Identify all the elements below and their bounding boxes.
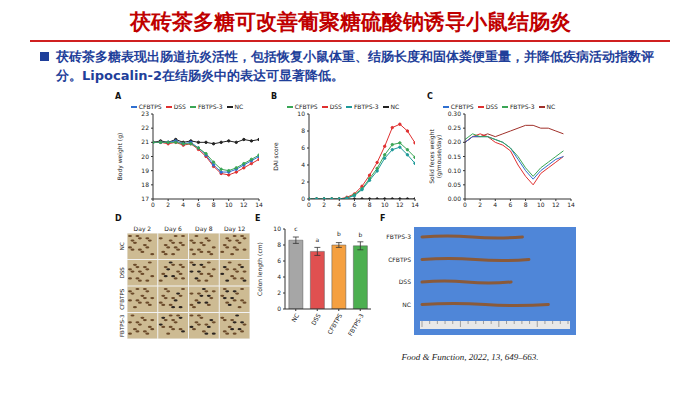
svg-text:4: 4 xyxy=(181,201,185,208)
html-text:DSS: DSS xyxy=(173,103,186,110)
svg-text:6: 6 xyxy=(197,201,201,208)
html-text:CFBTPS: CFBTPS xyxy=(294,103,318,110)
svg-text:Day 2: Day 2 xyxy=(134,225,152,233)
svg-text:12: 12 xyxy=(396,201,404,208)
svg-text:0.10: 0.10 xyxy=(448,167,462,174)
svg-text:14: 14 xyxy=(255,201,263,208)
html-text:茯砖茶多糖表现出肠道抗炎活性，包括恢复小鼠体重、结肠长度和固: 茯砖茶多糖表现出肠道抗炎活性，包括恢复小鼠体重、结肠长度和固体粪便重量，并降低疾… xyxy=(56,49,654,83)
html-text:D: D xyxy=(115,214,122,223)
svg-text:0: 0 xyxy=(307,201,311,208)
svg-text:6: 6 xyxy=(353,201,357,208)
svg-text:6: 6 xyxy=(509,201,513,208)
html-text:NC: NC xyxy=(234,103,244,110)
svg-text:8: 8 xyxy=(524,201,528,208)
svg-text:FBTPS-3: FBTPS-3 xyxy=(346,312,364,337)
svg-text:19: 19 xyxy=(141,167,149,174)
html-text:A: A xyxy=(115,92,122,101)
svg-text:12: 12 xyxy=(240,201,248,208)
svg-text:8: 8 xyxy=(212,201,216,208)
svg-text:8: 8 xyxy=(277,241,281,248)
svg-text:12: 12 xyxy=(552,201,560,208)
svg-text:CFBTPS: CFBTPS xyxy=(326,312,344,335)
svg-text:14: 14 xyxy=(567,201,575,208)
html-text:CFBTPS: CFBTPS xyxy=(138,103,162,110)
svg-text:FBTPS-3: FBTPS-3 xyxy=(386,233,411,240)
svg-text:DSS: DSS xyxy=(399,278,411,285)
svg-text:2: 2 xyxy=(166,201,170,208)
svg-text:0: 0 xyxy=(151,201,155,208)
html-text:Food & Function, 2022, 13, 649: Food & Function, 2022, 13, 649–663. xyxy=(401,352,539,362)
svg-text:b: b xyxy=(337,230,341,237)
svg-text:21: 21 xyxy=(141,138,149,145)
svg-text:CFBTPS: CFBTPS xyxy=(388,256,411,263)
svg-text:8: 8 xyxy=(368,201,372,208)
svg-text:Day 8: Day 8 xyxy=(195,225,213,233)
svg-text:20: 20 xyxy=(141,153,149,160)
svg-text:NC: NC xyxy=(290,312,300,323)
html-text:茯砖茶多糖可改善葡聚糖硫酸钠诱导小鼠结肠炎: 茯砖茶多糖可改善葡聚糖硫酸钠诱导小鼠结肠炎 xyxy=(129,10,571,34)
svg-text:DSS: DSS xyxy=(310,312,322,326)
html-text:NC: NC xyxy=(390,103,400,110)
svg-text:14: 14 xyxy=(411,201,419,208)
svg-text:2: 2 xyxy=(322,201,326,208)
html-text:DSS: DSS xyxy=(485,103,498,110)
svg-text:NC: NC xyxy=(119,242,125,250)
svg-text:0: 0 xyxy=(277,305,281,312)
svg-text:0.05: 0.05 xyxy=(448,181,462,188)
html-text:F: F xyxy=(380,214,386,223)
html-text:FBTPS-3: FBTPS-3 xyxy=(353,103,379,110)
svg-text:b: b xyxy=(358,231,362,238)
svg-text:10: 10 xyxy=(297,110,305,117)
svg-text:DSS: DSS xyxy=(119,267,125,279)
svg-text:6: 6 xyxy=(301,144,305,151)
svg-text:10: 10 xyxy=(381,201,389,208)
svg-text:Day 6: Day 6 xyxy=(164,225,182,233)
html-text:FBTPS-3: FBTPS-3 xyxy=(509,103,535,110)
svg-text:0: 0 xyxy=(301,195,305,202)
svg-text:4: 4 xyxy=(277,273,281,280)
svg-text:10: 10 xyxy=(273,225,281,232)
svg-text:0.25: 0.25 xyxy=(448,124,462,131)
svg-text:Colon length (cm): Colon length (cm) xyxy=(256,242,264,296)
svg-text:4: 4 xyxy=(493,201,497,208)
html-text:E: E xyxy=(255,214,261,223)
svg-text:0.20: 0.20 xyxy=(448,138,462,145)
html-text:DSS: DSS xyxy=(329,103,342,110)
svg-text:0.15: 0.15 xyxy=(448,153,462,160)
svg-text:10: 10 xyxy=(537,201,545,208)
svg-text:22: 22 xyxy=(141,124,149,131)
svg-text:2: 2 xyxy=(478,201,482,208)
svg-text:a: a xyxy=(316,236,320,243)
svg-text:0.00: 0.00 xyxy=(448,195,462,202)
svg-text:Day 12: Day 12 xyxy=(224,225,246,233)
svg-text:0: 0 xyxy=(463,201,467,208)
html-text:NC: NC xyxy=(546,103,556,110)
svg-text:FBTPS-3: FBTPS-3 xyxy=(119,314,125,337)
svg-text:10: 10 xyxy=(225,201,233,208)
html-text:B: B xyxy=(271,92,278,101)
svg-text:0.30: 0.30 xyxy=(448,110,462,117)
svg-text:18: 18 xyxy=(141,181,149,188)
svg-text:6: 6 xyxy=(277,257,281,264)
svg-text:8: 8 xyxy=(301,127,305,134)
html-text:FBTPS-3: FBTPS-3 xyxy=(197,103,223,110)
svg-text:Body weight (g): Body weight (g) xyxy=(116,133,124,181)
svg-text:NC: NC xyxy=(402,301,411,308)
svg-text:4: 4 xyxy=(301,161,305,168)
svg-text:CFBTPS: CFBTPS xyxy=(119,288,125,309)
svg-text:4: 4 xyxy=(337,201,341,208)
html-text:C: C xyxy=(427,92,433,101)
svg-text:2: 2 xyxy=(301,178,305,185)
svg-text:Solid feces weight(g/mouse/day: Solid feces weight(g/mouse/day) xyxy=(428,129,443,184)
html-text:CFBTPS: CFBTPS xyxy=(450,103,474,110)
svg-text:23: 23 xyxy=(141,110,149,117)
svg-text:2: 2 xyxy=(277,289,281,296)
svg-text:c: c xyxy=(294,225,297,232)
svg-text:DAI score: DAI score xyxy=(272,142,279,171)
svg-text:17: 17 xyxy=(141,195,149,202)
